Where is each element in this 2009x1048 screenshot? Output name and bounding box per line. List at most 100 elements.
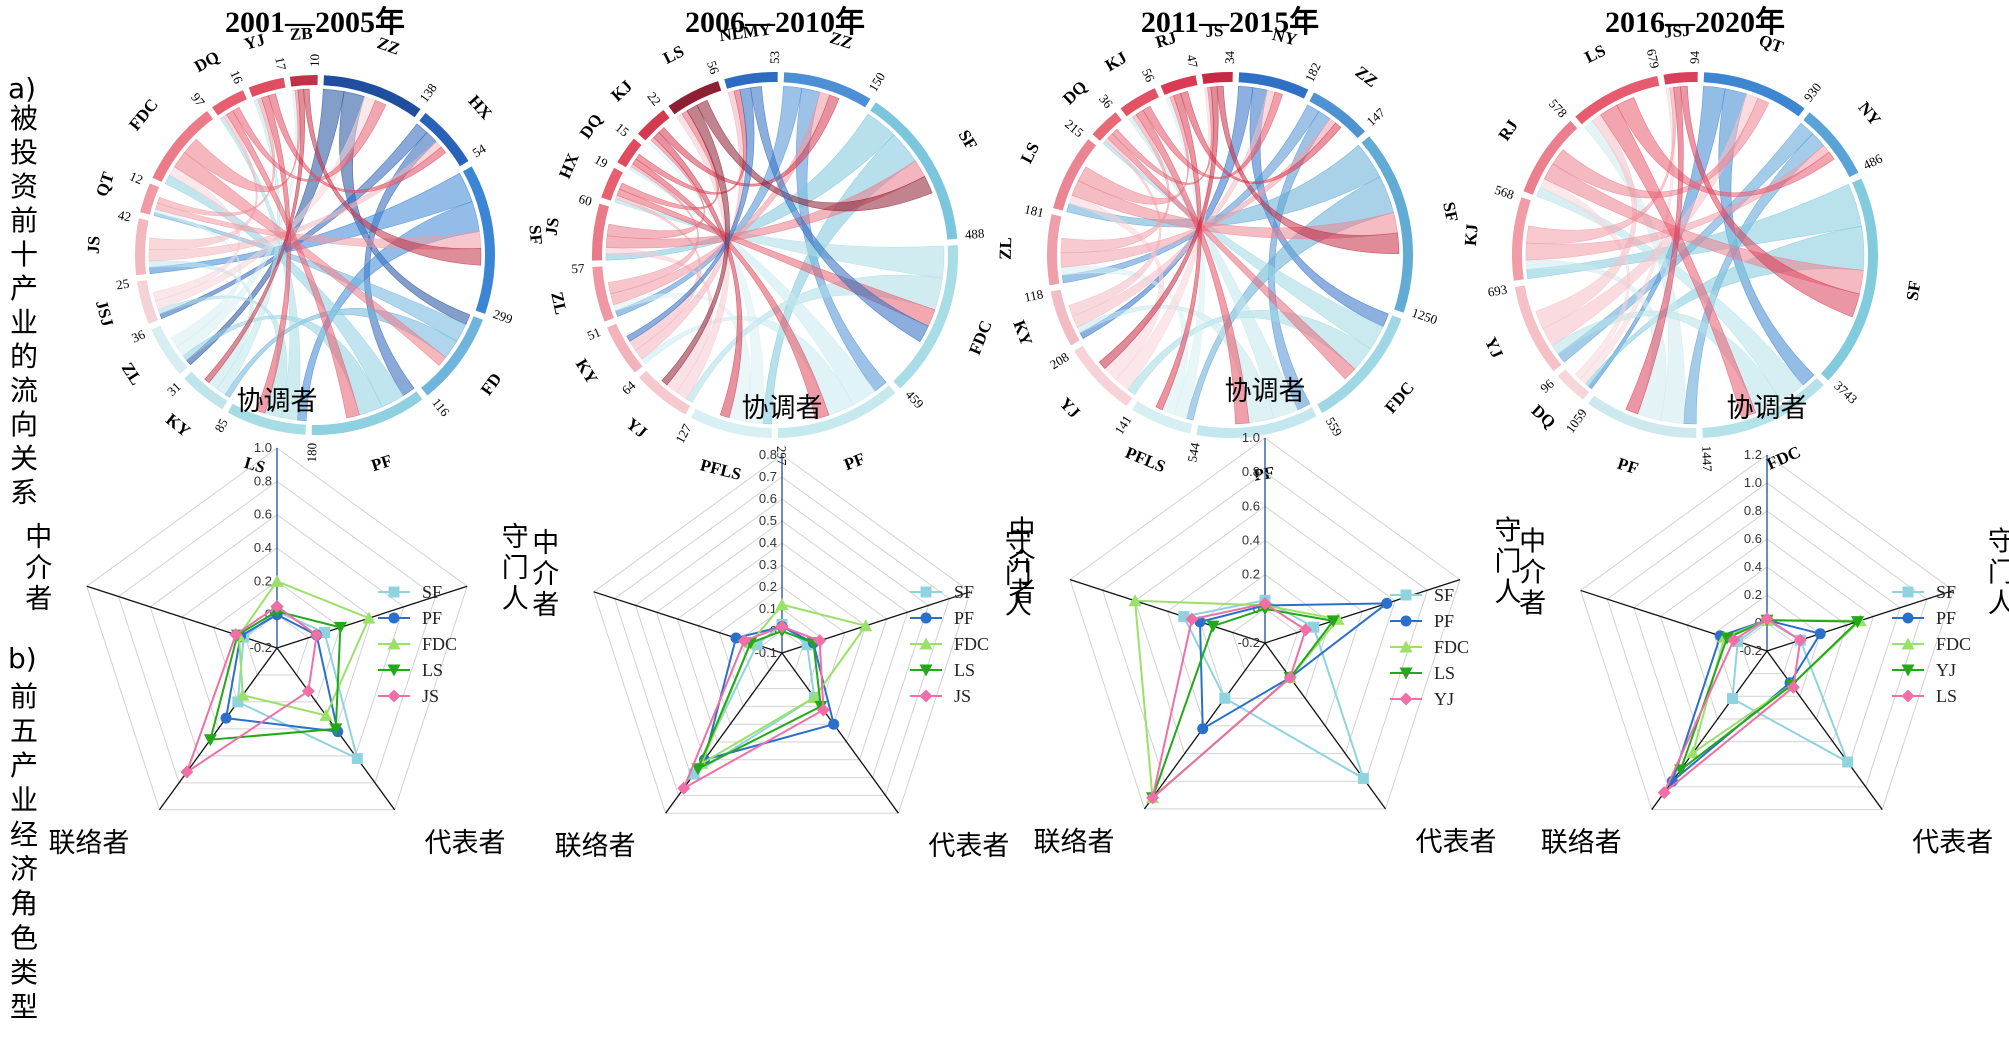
radar-gridline xyxy=(1231,608,1299,672)
radar-tick-label: -0.2 xyxy=(250,640,272,655)
chord-value-label: 141 xyxy=(1111,413,1134,437)
radar-marker xyxy=(1760,612,1774,626)
chord-segment-dq xyxy=(1557,369,1590,400)
radar-tick-label: 0.8 xyxy=(1242,464,1260,479)
side-char: 业 xyxy=(10,784,38,817)
radar-gridline xyxy=(244,614,310,676)
radar-marker xyxy=(1901,689,1915,703)
chord-segment-label: PFLS xyxy=(698,455,743,484)
chord-segment-pf xyxy=(1196,407,1317,438)
chord-segment-ky xyxy=(1050,289,1080,346)
radar-marker xyxy=(329,723,343,736)
side-char: 被 xyxy=(10,102,38,135)
chord-segment-label: ZL xyxy=(547,290,570,316)
radar-marker xyxy=(232,696,244,708)
chord-value-label: 47 xyxy=(1184,53,1201,69)
chord-segment-ky xyxy=(184,371,228,410)
radar-marker xyxy=(1308,621,1320,633)
radar-marker xyxy=(203,734,217,747)
chord-segment-label: KY xyxy=(162,410,194,441)
legend-label: LS xyxy=(954,660,975,680)
radar-marker xyxy=(351,753,363,765)
chord-segment-label: QT xyxy=(92,169,118,199)
radar-tick-label: 1.0 xyxy=(254,440,272,455)
side-char: 角 xyxy=(10,887,38,920)
legend-label: SF xyxy=(422,582,442,602)
radar-marker xyxy=(270,574,284,587)
chord-segment-label: LS xyxy=(660,41,687,67)
radar-axis-label: 门 xyxy=(1988,557,2009,588)
chord-value-label: 544 xyxy=(1184,441,1202,463)
radar-marker xyxy=(1197,723,1209,735)
radar-marker xyxy=(333,621,347,634)
chord-value-label: 299 xyxy=(491,306,514,327)
radar-marker xyxy=(270,599,284,613)
radar-axis-label: 者 xyxy=(25,584,52,615)
chord-value-label: 34 xyxy=(1222,50,1237,64)
chord-ribbon xyxy=(1616,97,1835,197)
radar-tick-label: 0.1 xyxy=(759,601,777,616)
radar-gridline xyxy=(181,547,373,730)
chord-diagrams: 2001—2005年 138 ZZ 54 HX 299 SF 116 FD 180 PF 85 LS 31… xyxy=(84,6,1925,485)
chord-segment-kj xyxy=(637,109,670,141)
radar-marker xyxy=(1814,628,1826,640)
chord-segment-zl xyxy=(592,266,614,322)
chord-segment-label: HX xyxy=(555,150,583,182)
radar-axis-label: 代表者 xyxy=(1415,827,1496,858)
chord-ribbon xyxy=(1077,95,1190,205)
radar-marker xyxy=(1842,756,1854,768)
legend-label: YJ xyxy=(1936,660,1956,680)
side-char: 产 xyxy=(10,749,38,782)
chord-value-label: 488 xyxy=(964,225,985,242)
radar-tick-label: 0.2 xyxy=(1744,587,1762,602)
chord-value-label: 116 xyxy=(429,395,453,420)
radar-marker xyxy=(920,612,932,624)
chord-segment-label: PFLS xyxy=(1123,443,1169,476)
radar-marker xyxy=(807,690,821,703)
chord-value-label: 51 xyxy=(585,324,603,343)
radar-series-line xyxy=(681,625,825,791)
chord-segment-label: KJ xyxy=(1461,223,1482,247)
side-char: 济 xyxy=(10,853,38,886)
radar-axis-label: 守 xyxy=(1494,516,1521,547)
chord-segment-sf xyxy=(1361,136,1413,313)
radar-axis-label: 者 xyxy=(1009,578,1036,609)
radar-marker xyxy=(828,718,840,730)
chord-segment-pf xyxy=(311,391,423,435)
chord-segment-label: LS xyxy=(242,453,267,477)
radar-axis-label: 守 xyxy=(1005,528,1032,559)
side-char: 的 xyxy=(10,340,38,373)
chord-segment-label: SF xyxy=(1439,200,1461,223)
legend-label: FDC xyxy=(954,634,989,654)
radar-axis-label: 协调者 xyxy=(237,386,318,417)
radar-axis-label: 人 xyxy=(1988,588,2009,619)
chord-value-label: 56 xyxy=(1139,66,1158,84)
chord-value-label: 22 xyxy=(644,89,664,108)
radar-gridline xyxy=(718,586,846,707)
radar-tick-label: 0.2 xyxy=(254,573,272,588)
radar-spoke xyxy=(1069,579,1266,644)
chord-segment-label: DQ xyxy=(1528,401,1560,432)
radar-axis-label: 人 xyxy=(502,584,529,615)
radar-spoke xyxy=(1651,650,1768,810)
chord-segment-label: JS xyxy=(84,235,104,254)
radar-tick-label: 0.2 xyxy=(1242,567,1260,582)
radar-marker xyxy=(1283,671,1297,685)
chord-value-label: 15 xyxy=(613,120,633,140)
side-char: 系 xyxy=(10,476,38,509)
chord-segment-label: KJ xyxy=(607,76,636,105)
radar-tick-label: 0.8 xyxy=(759,447,777,462)
radar-gridline xyxy=(1633,510,1901,765)
radar-tick-label: 0.6 xyxy=(759,491,777,506)
chord-ribbon xyxy=(152,166,241,302)
radar-marker xyxy=(1399,667,1413,680)
chord-value-label: 679 xyxy=(1644,48,1663,70)
chord-segment-dq xyxy=(1092,112,1122,141)
radar-gridline xyxy=(593,454,971,814)
radar-axis-label: 中 xyxy=(1519,526,1546,557)
chord-segment-label: SF xyxy=(1903,279,1925,302)
radar-marker xyxy=(388,612,400,624)
chord-segment-label: FD xyxy=(477,369,506,399)
chord-segment-pf xyxy=(1588,395,1697,439)
